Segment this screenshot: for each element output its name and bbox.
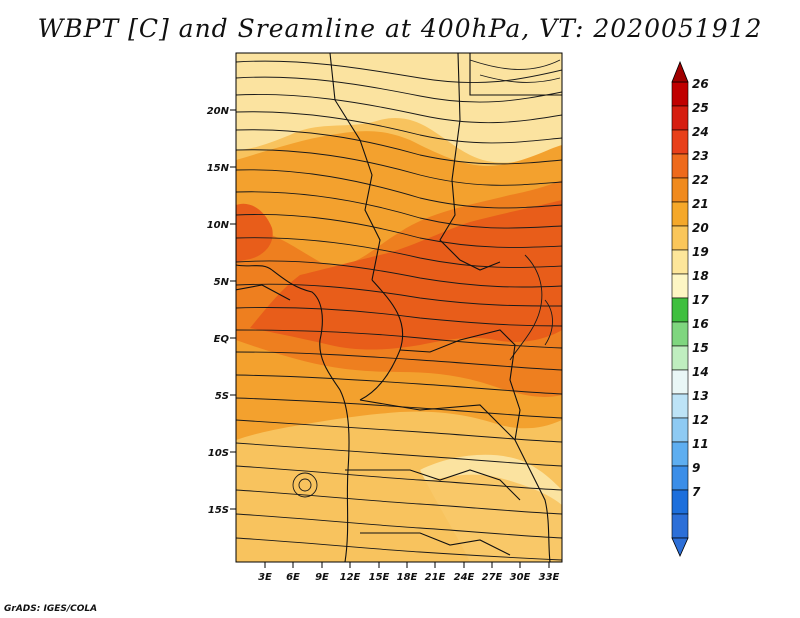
colorbar-label: 13 (692, 389, 709, 403)
colorbar-bottom-triangle (671, 537, 689, 557)
colorbar-label: 12 (692, 413, 709, 427)
colorbar-segment (671, 417, 689, 443)
colorbar-segment (671, 129, 689, 155)
colorbar: 26 25 24 23 22 21 20 19 18 17 16 15 14 13 12 11 9 7 (671, 60, 709, 557)
colorbar-top-triangle (671, 60, 689, 83)
colorbar-segment (671, 513, 689, 539)
lon-label-6e: 6E (286, 572, 300, 583)
colorbar-segment (671, 105, 689, 131)
lat-label-15n: 15N (207, 163, 230, 174)
colorbar-label: 11 (692, 437, 709, 451)
lat-label-eq: EQ (214, 334, 230, 345)
lat-label-10n: 10N (207, 220, 230, 231)
colorbar-label: 26 (692, 77, 709, 91)
lat-label-5n: 5N (214, 277, 230, 288)
colorbar-segment (671, 201, 689, 227)
colorbar-label: 24 (692, 125, 709, 139)
map-frame (235, 52, 563, 563)
lon-label-27e: 27E (482, 572, 503, 583)
colorbar-label: 20 (692, 221, 709, 235)
field-20-south (236, 459, 562, 562)
colorbar-segment (671, 249, 689, 275)
colorbar-segment (671, 465, 689, 491)
colorbar-segment (671, 393, 689, 419)
field-19-north (236, 53, 562, 163)
lon-label-24e: 24E (454, 572, 475, 583)
colorbar-segment (671, 345, 689, 371)
colorbar-label: 22 (692, 173, 709, 187)
field-23-west (236, 203, 273, 262)
colorbar-label: 7 (692, 485, 701, 499)
colorbar-label: 19 (692, 245, 709, 259)
colorbar-segment (671, 81, 689, 107)
colorbar-label: 15 (692, 341, 709, 355)
colorbar-labels: 26 25 24 23 22 21 20 19 18 17 16 15 14 13 12 11 9 7 (692, 77, 709, 499)
colorbar-segment (671, 273, 689, 299)
colorbar-segments (671, 81, 689, 539)
grads-credit: GrADS: IGES/COLA (4, 604, 98, 614)
colorbar-label: 23 (692, 149, 709, 163)
lat-label-20n: 20N (207, 106, 230, 117)
colorbar-label: 25 (692, 101, 709, 115)
colorbar-segment (671, 177, 689, 203)
lon-label-33e: 33E (539, 572, 560, 583)
colorbar-label: 18 (692, 269, 709, 283)
lon-label-12e: 12E (340, 572, 361, 583)
colorbar-segment (671, 369, 689, 395)
colorbar-label: 14 (692, 365, 709, 379)
lon-label-9e: 9E (315, 572, 329, 583)
colorbar-label: 9 (692, 461, 700, 475)
colorbar-segment (671, 297, 689, 323)
lon-label-18e: 18E (397, 572, 418, 583)
lon-label-21e: 21E (425, 572, 446, 583)
latitude-axis: 20N 15N 10N 5N EQ 5S 10S 15S (207, 106, 236, 516)
lat-label-10s: 10S (208, 448, 229, 459)
map-title: WBPT [C] and Sreamline at 400hPa, VT: 20… (37, 14, 763, 43)
colorbar-segment (671, 225, 689, 251)
colorbar-segment (671, 153, 689, 179)
streamlines (236, 59, 562, 561)
colorbar-segment (671, 441, 689, 467)
colorbar-label: 21 (692, 197, 709, 211)
colorbar-label: 17 (692, 293, 709, 307)
lon-label-30e: 30E (510, 572, 531, 583)
field-23-core (250, 200, 562, 350)
country-borders (236, 53, 562, 562)
colorbar-label: 16 (692, 317, 709, 331)
colorbar-segment (671, 321, 689, 347)
lon-label-15e: 15E (369, 572, 390, 583)
lon-label-3e: 3E (258, 572, 272, 583)
lat-label-5s: 5S (215, 391, 229, 402)
lat-label-15s: 15S (208, 505, 229, 516)
colorbar-segment (671, 489, 689, 515)
longitude-axis: 3E 6E 9E 12E 15E 18E 21E 24E 27E 30E 33E (258, 562, 560, 583)
